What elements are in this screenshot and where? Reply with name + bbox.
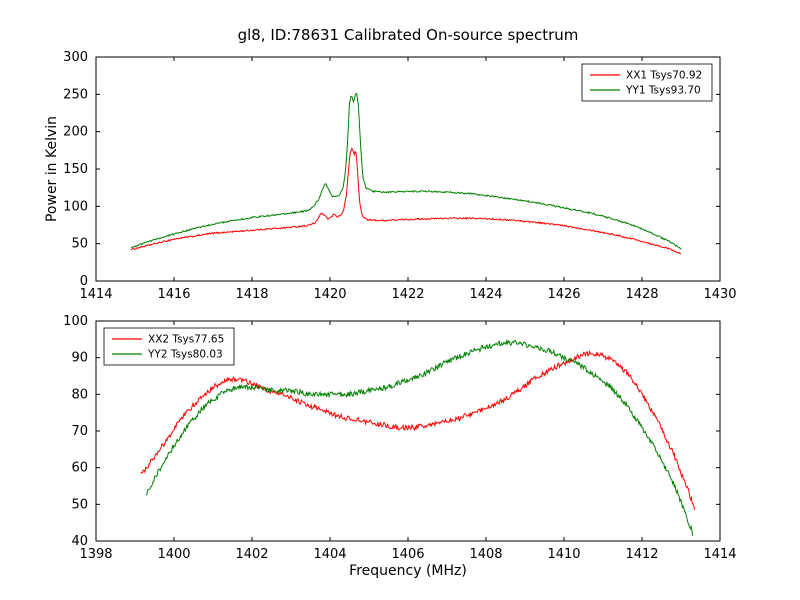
legend-label: XX1 Tsys70.92 [626, 70, 702, 82]
y-tick-label: 90 [71, 351, 88, 366]
x-tick-label: 1412 [625, 547, 658, 562]
y-tick-label: 50 [71, 497, 88, 512]
x-tick-label: 1410 [547, 547, 580, 562]
y-axis-label: Power in Kelvin [44, 115, 60, 223]
x-tick-label: 1406 [391, 547, 424, 562]
y-tick-label: 70 [71, 424, 88, 439]
legend-box [581, 63, 713, 102]
tick-marks [95, 320, 721, 542]
x-tick-label: 1418 [235, 287, 268, 302]
y-tick-label: 150 [63, 162, 88, 177]
legend-label: YY2 Tsys80.03 [147, 349, 223, 361]
xx1-line [130, 147, 682, 255]
x-tick-label: 1422 [391, 287, 424, 302]
x-tick-label: 1404 [313, 547, 346, 562]
x-tick-label: 1420 [313, 287, 346, 302]
legend-box [103, 327, 235, 366]
y-tick-label: 300 [63, 50, 88, 65]
legend-label: XX2 Tsys77.65 [148, 334, 224, 346]
legend-label: YY1 Tsys93.70 [625, 85, 701, 97]
y-tick-label: 60 [71, 461, 88, 476]
x-tick-label: 1414 [703, 547, 736, 562]
y-tick-label: 50 [71, 237, 88, 252]
y-tick-label: 0 [80, 274, 88, 289]
legend: XX2 Tsys77.65 YY2 Tsys80.03 [103, 327, 235, 366]
chart-title: gl8, ID:78631 Calibrated On-source spect… [237, 26, 579, 44]
x-tick-label: 1414 [79, 287, 112, 302]
tick-labels: 1414 1416 1418 1420 1422 1424 1426 1428 1430 0 50 1… [63, 50, 736, 302]
x-tick-label: 1408 [469, 547, 502, 562]
x-tick-label: 1400 [157, 547, 190, 562]
xx2-line [140, 350, 696, 511]
x-tick-label: 1416 [157, 287, 190, 302]
tick-marks [95, 56, 721, 282]
y-tick-label: 250 [63, 87, 88, 102]
x-tick-label: 1426 [547, 287, 580, 302]
subplot-1: 1398 1400 1402 1404 1406 1408 1410 1412 1414 40 50… [63, 314, 736, 562]
y-tick-label: 100 [63, 314, 88, 329]
x-axis-label: Frequency (MHz) [349, 563, 467, 579]
subplot-0: 1414 1416 1418 1420 1422 1424 1426 1428 1430 0 50 1… [63, 50, 736, 302]
y-tick-label: 40 [71, 534, 88, 549]
yy2-line [146, 338, 694, 536]
x-tick-label: 1428 [625, 287, 658, 302]
yy1-line [130, 92, 682, 250]
x-tick-label: 1402 [235, 547, 268, 562]
y-tick-label: 100 [63, 199, 88, 214]
x-tick-label: 1430 [703, 287, 736, 302]
y-tick-label: 80 [71, 387, 88, 402]
y-tick-label: 200 [63, 125, 88, 140]
tick-labels: 1398 1400 1402 1404 1406 1408 1410 1412 1414 40 50… [63, 314, 736, 562]
legend: XX1 Tsys70.92 YY1 Tsys93.70 [581, 63, 713, 102]
x-tick-label: 1424 [469, 287, 502, 302]
x-tick-label: 1398 [79, 547, 112, 562]
